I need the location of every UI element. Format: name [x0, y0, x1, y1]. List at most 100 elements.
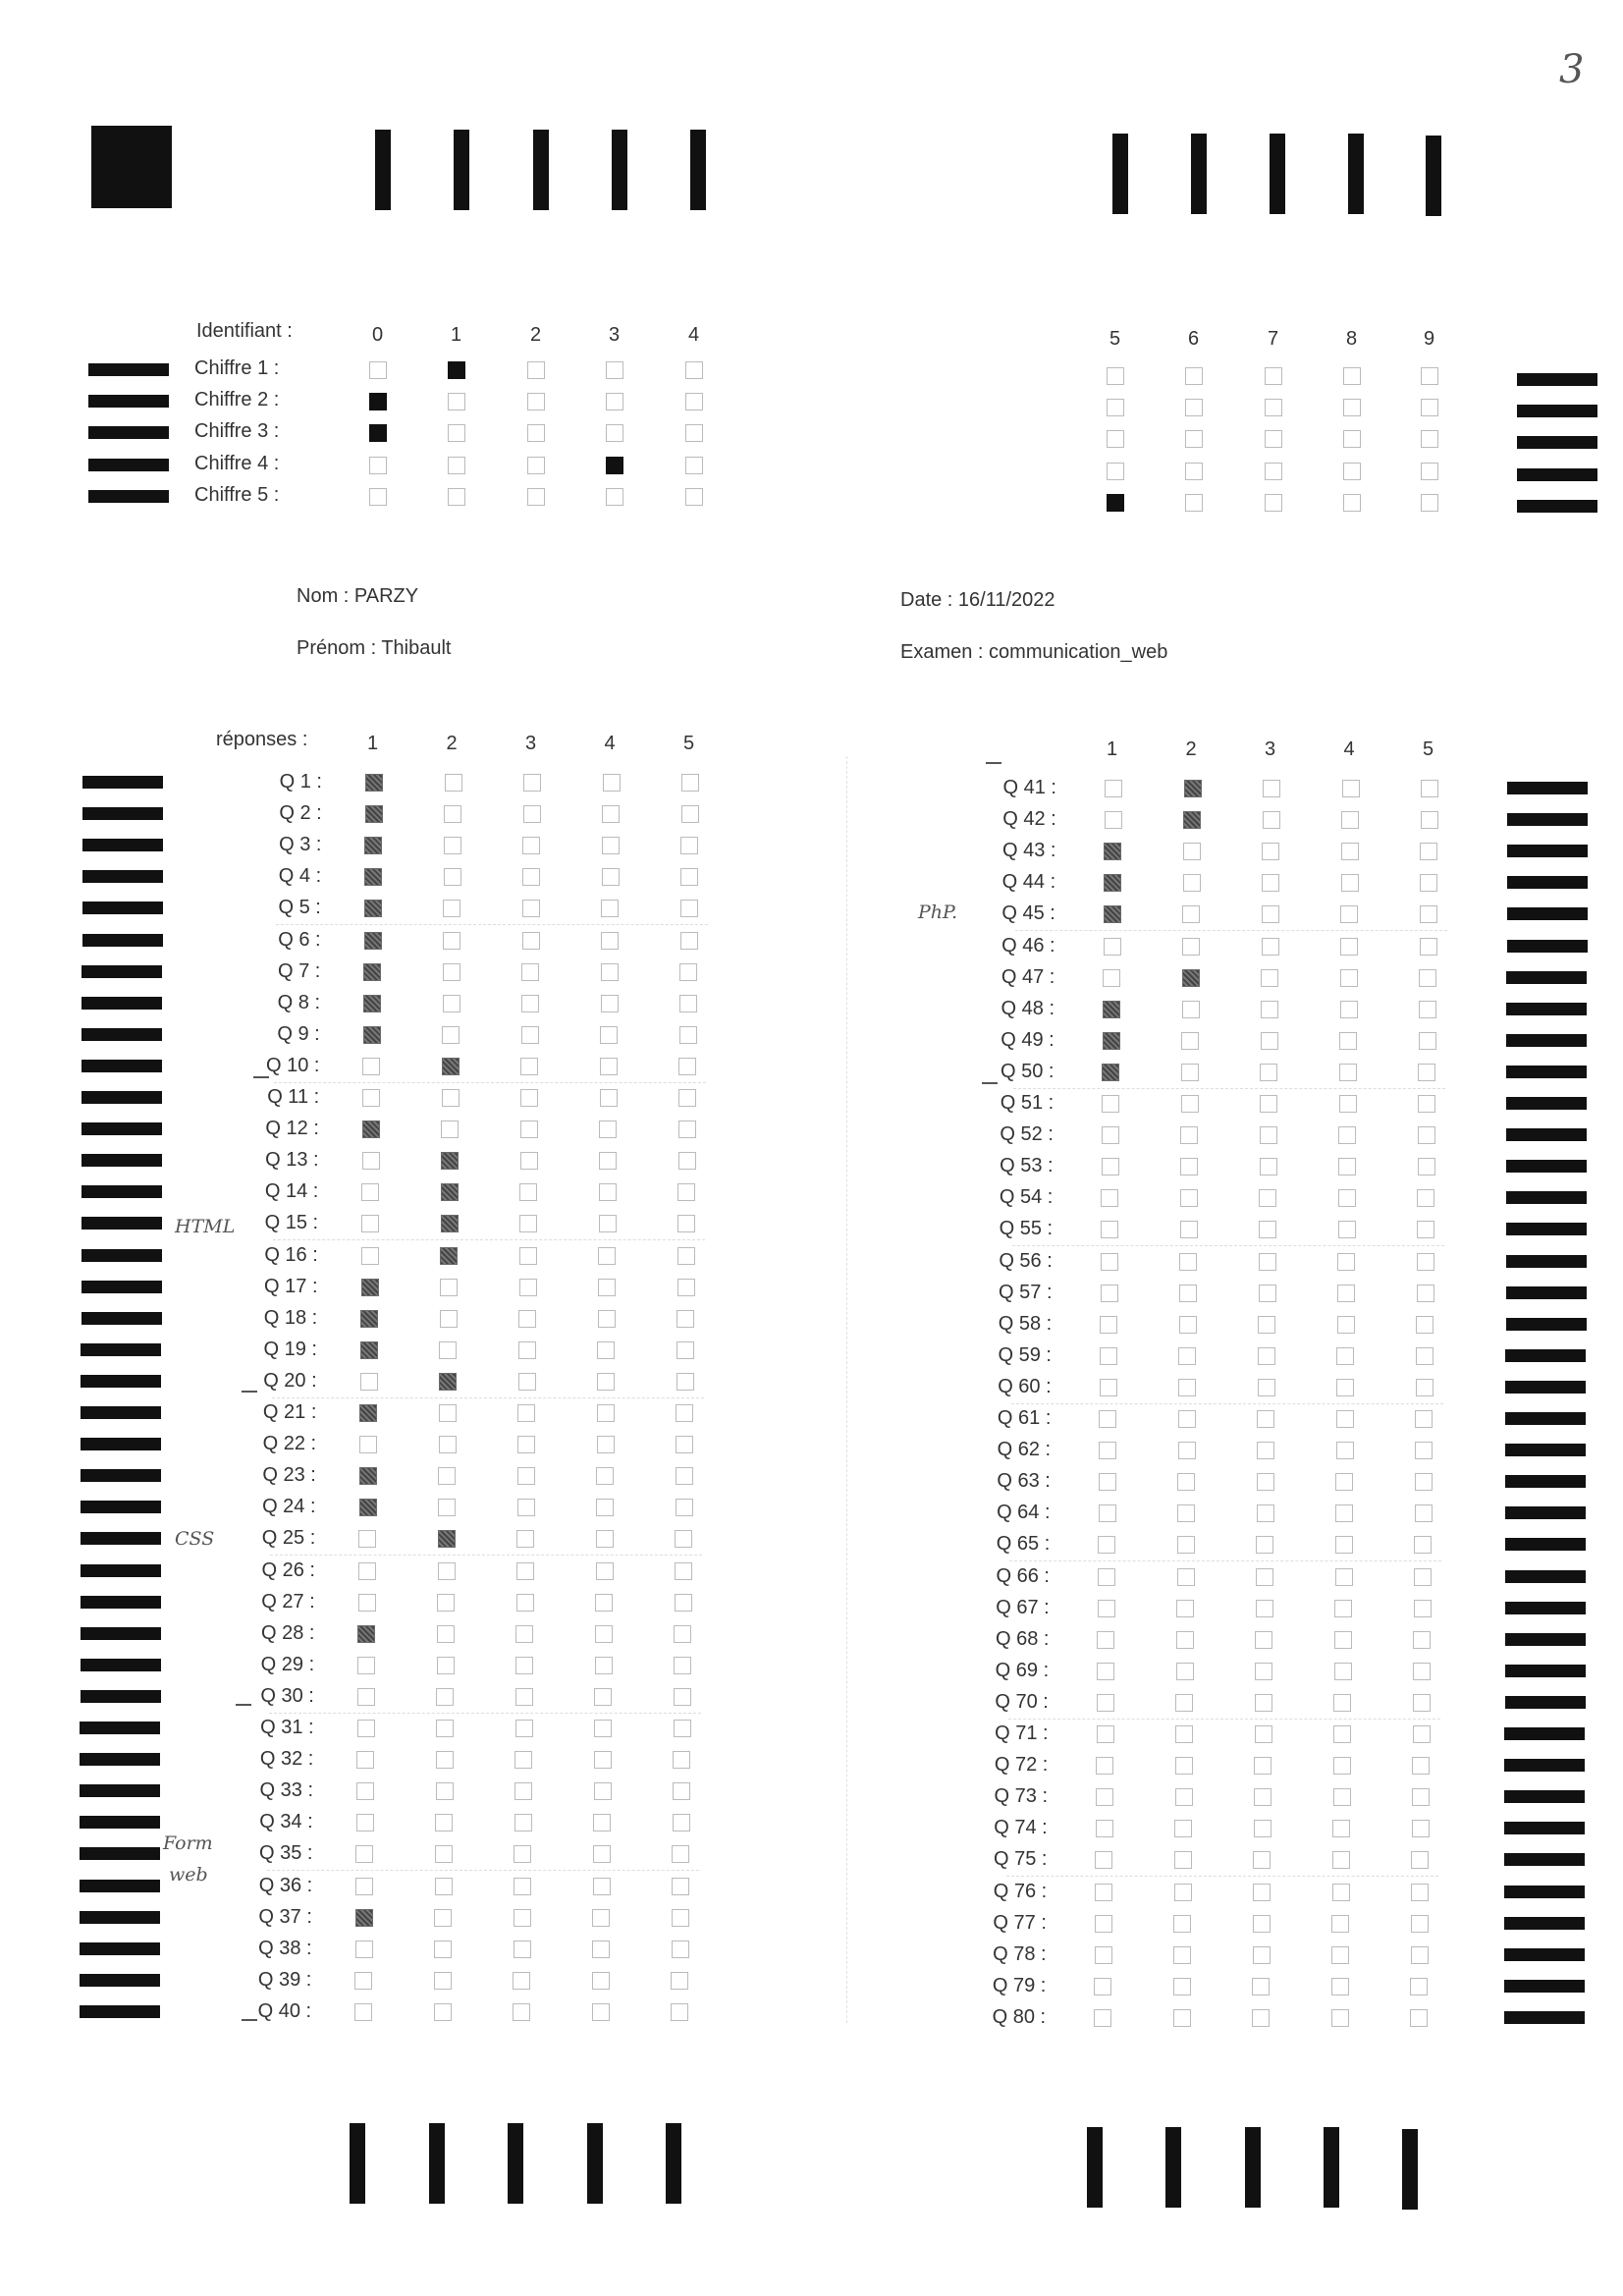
id-digit-checkbox[interactable] [1265, 367, 1282, 385]
answer-checkbox[interactable] [592, 1940, 611, 1958]
answer-checkbox[interactable] [433, 1971, 452, 1990]
answer-checkbox[interactable] [1252, 1977, 1271, 1995]
answer-checkbox[interactable] [514, 1687, 533, 1706]
answer-checkbox[interactable] [1102, 1063, 1120, 1081]
answer-checkbox[interactable] [594, 1687, 613, 1706]
answer-checkbox[interactable] [1099, 1378, 1117, 1396]
answer-checkbox[interactable] [440, 1246, 459, 1265]
answer-checkbox[interactable] [601, 837, 620, 855]
id-digit-checkbox[interactable] [448, 488, 465, 506]
answer-checkbox[interactable] [522, 805, 541, 824]
answer-checkbox[interactable] [1334, 1536, 1353, 1555]
answer-checkbox[interactable] [1332, 1788, 1351, 1807]
answer-checkbox[interactable] [679, 994, 698, 1012]
answer-checkbox[interactable] [1183, 780, 1202, 797]
answer-checkbox[interactable] [440, 1278, 459, 1296]
answer-checkbox[interactable] [355, 1845, 374, 1864]
answer-checkbox[interactable] [1103, 968, 1121, 987]
answer-checkbox[interactable] [363, 900, 382, 918]
answer-checkbox[interactable] [520, 1089, 539, 1107]
answer-checkbox[interactable] [596, 1467, 615, 1486]
answer-checkbox[interactable] [1180, 1063, 1199, 1081]
answer-checkbox[interactable] [676, 1436, 694, 1454]
id-digit-checkbox[interactable] [527, 424, 545, 442]
id-digit-checkbox[interactable] [1265, 463, 1282, 480]
answer-checkbox[interactable] [1180, 1126, 1199, 1145]
answer-checkbox[interactable] [598, 1183, 617, 1202]
answer-checkbox[interactable] [363, 931, 382, 950]
answer-checkbox[interactable] [672, 1814, 690, 1832]
answer-checkbox[interactable] [516, 1467, 535, 1486]
answer-checkbox[interactable] [1179, 1189, 1198, 1208]
answer-checkbox[interactable] [1416, 1284, 1434, 1302]
answer-checkbox[interactable] [435, 1751, 454, 1770]
answer-checkbox[interactable] [521, 900, 540, 918]
answer-checkbox[interactable] [1182, 843, 1201, 861]
answer-checkbox[interactable] [356, 1720, 375, 1737]
id-digit-checkbox[interactable] [369, 457, 387, 474]
answer-checkbox[interactable] [520, 1057, 539, 1075]
answer-checkbox[interactable] [676, 1309, 695, 1328]
id-digit-checkbox[interactable] [369, 488, 387, 506]
answer-checkbox[interactable] [1177, 1410, 1196, 1428]
answer-checkbox[interactable] [437, 1561, 456, 1580]
answer-checkbox[interactable] [443, 837, 461, 855]
answer-checkbox[interactable] [1257, 1378, 1275, 1396]
answer-checkbox[interactable] [360, 1278, 379, 1296]
answer-checkbox[interactable] [443, 900, 461, 918]
answer-checkbox[interactable] [437, 1530, 456, 1549]
answer-checkbox[interactable] [671, 1940, 689, 1958]
answer-checkbox[interactable] [1259, 1189, 1277, 1208]
answer-checkbox[interactable] [679, 900, 698, 918]
answer-checkbox[interactable] [520, 1025, 539, 1044]
answer-checkbox[interactable] [1173, 1914, 1192, 1933]
answer-checkbox[interactable] [1413, 1662, 1432, 1680]
answer-checkbox[interactable] [1103, 905, 1121, 924]
answer-checkbox[interactable] [354, 1971, 373, 1990]
id-digit-checkbox[interactable] [369, 393, 387, 410]
answer-checkbox[interactable] [1104, 811, 1122, 830]
answer-checkbox[interactable] [671, 1971, 689, 1990]
answer-checkbox[interactable] [1176, 1536, 1195, 1555]
answer-checkbox[interactable] [1096, 1693, 1114, 1712]
answer-checkbox[interactable] [1334, 1567, 1353, 1586]
answer-checkbox[interactable] [441, 1121, 460, 1139]
answer-checkbox[interactable] [1420, 843, 1438, 861]
answer-checkbox[interactable] [1101, 1189, 1119, 1208]
answer-checkbox[interactable] [1260, 1031, 1278, 1050]
answer-checkbox[interactable] [1181, 1031, 1200, 1050]
answer-checkbox[interactable] [517, 1372, 536, 1391]
answer-checkbox[interactable] [1096, 1757, 1114, 1776]
answer-checkbox[interactable] [592, 1845, 611, 1864]
answer-checkbox[interactable] [359, 1340, 378, 1359]
id-digit-checkbox[interactable] [448, 361, 465, 379]
answer-checkbox[interactable] [1175, 1630, 1194, 1649]
answer-checkbox[interactable] [521, 994, 540, 1012]
answer-checkbox[interactable] [674, 1656, 692, 1674]
id-digit-checkbox[interactable] [527, 361, 545, 379]
answer-checkbox[interactable] [1174, 1757, 1193, 1776]
answer-checkbox[interactable] [596, 1499, 615, 1517]
answer-checkbox[interactable] [599, 1057, 618, 1075]
answer-checkbox[interactable] [1104, 874, 1122, 893]
answer-checkbox[interactable] [675, 1499, 693, 1517]
answer-checkbox[interactable] [513, 1971, 531, 1990]
answer-checkbox[interactable] [680, 837, 699, 855]
answer-checkbox[interactable] [1173, 1883, 1192, 1901]
id-digit-checkbox[interactable] [1185, 399, 1203, 416]
answer-checkbox[interactable] [522, 868, 541, 887]
answer-checkbox[interactable] [1099, 1346, 1117, 1365]
answer-checkbox[interactable] [1335, 1473, 1354, 1492]
answer-checkbox[interactable] [1257, 1442, 1275, 1460]
answer-checkbox[interactable] [361, 1215, 380, 1233]
answer-checkbox[interactable] [1335, 1410, 1354, 1428]
answer-checkbox[interactable] [1103, 937, 1121, 956]
answer-checkbox[interactable] [1183, 811, 1202, 830]
answer-checkbox[interactable] [1333, 1662, 1352, 1680]
answer-checkbox[interactable] [673, 1720, 691, 1737]
answer-checkbox[interactable] [1259, 1158, 1277, 1176]
answer-checkbox[interactable] [514, 1751, 533, 1770]
answer-checkbox[interactable] [676, 1246, 695, 1265]
answer-checkbox[interactable] [678, 1025, 697, 1044]
id-digit-checkbox[interactable] [1343, 463, 1361, 480]
